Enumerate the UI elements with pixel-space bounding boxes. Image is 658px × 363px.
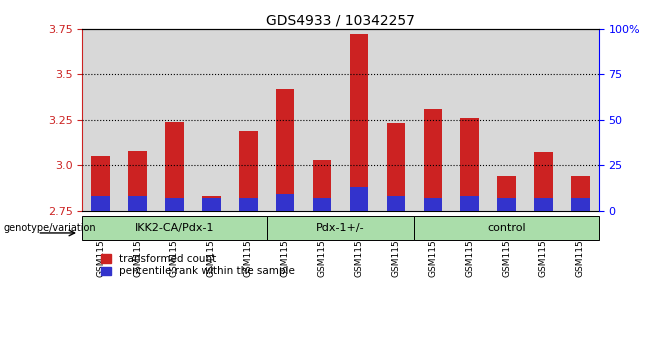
Bar <box>415 29 451 211</box>
Bar <box>378 29 415 211</box>
Bar <box>128 196 147 211</box>
Text: Pdx-1+/-: Pdx-1+/- <box>316 223 365 233</box>
Bar <box>276 194 294 211</box>
Bar <box>451 29 488 211</box>
Text: control: control <box>487 223 526 233</box>
Bar <box>562 29 599 211</box>
Bar <box>202 196 220 211</box>
Bar <box>497 176 516 211</box>
Bar <box>313 160 331 211</box>
Bar <box>193 29 230 211</box>
Bar <box>230 29 266 211</box>
Legend: transformed count, percentile rank within the sample: transformed count, percentile rank withi… <box>101 254 295 277</box>
Bar <box>341 29 378 211</box>
Bar <box>488 29 525 211</box>
Bar <box>387 196 405 211</box>
Bar <box>119 29 156 211</box>
Bar <box>313 198 331 211</box>
Bar <box>82 29 119 211</box>
Bar <box>534 152 553 211</box>
Title: GDS4933 / 10342257: GDS4933 / 10342257 <box>266 14 415 28</box>
FancyBboxPatch shape <box>415 216 599 240</box>
Bar <box>525 29 562 211</box>
Bar <box>461 196 479 211</box>
Bar <box>202 198 220 211</box>
Text: IKK2-CA/Pdx-1: IKK2-CA/Pdx-1 <box>135 223 215 233</box>
Bar <box>534 198 553 211</box>
Bar <box>571 198 590 211</box>
FancyBboxPatch shape <box>266 216 415 240</box>
Bar <box>387 123 405 211</box>
Bar <box>239 131 257 211</box>
Bar <box>303 29 341 211</box>
Bar <box>461 118 479 211</box>
Bar <box>350 187 368 211</box>
Bar <box>350 34 368 211</box>
Bar <box>128 151 147 211</box>
Bar <box>266 29 303 211</box>
Bar <box>91 156 110 211</box>
Bar <box>571 176 590 211</box>
Bar <box>424 198 442 211</box>
Bar <box>165 122 184 211</box>
Bar <box>497 198 516 211</box>
Bar <box>239 198 257 211</box>
Bar <box>156 29 193 211</box>
Bar <box>424 109 442 211</box>
FancyBboxPatch shape <box>82 216 266 240</box>
Bar <box>91 196 110 211</box>
Bar <box>165 198 184 211</box>
Text: genotype/variation: genotype/variation <box>3 223 96 233</box>
Bar <box>276 89 294 211</box>
